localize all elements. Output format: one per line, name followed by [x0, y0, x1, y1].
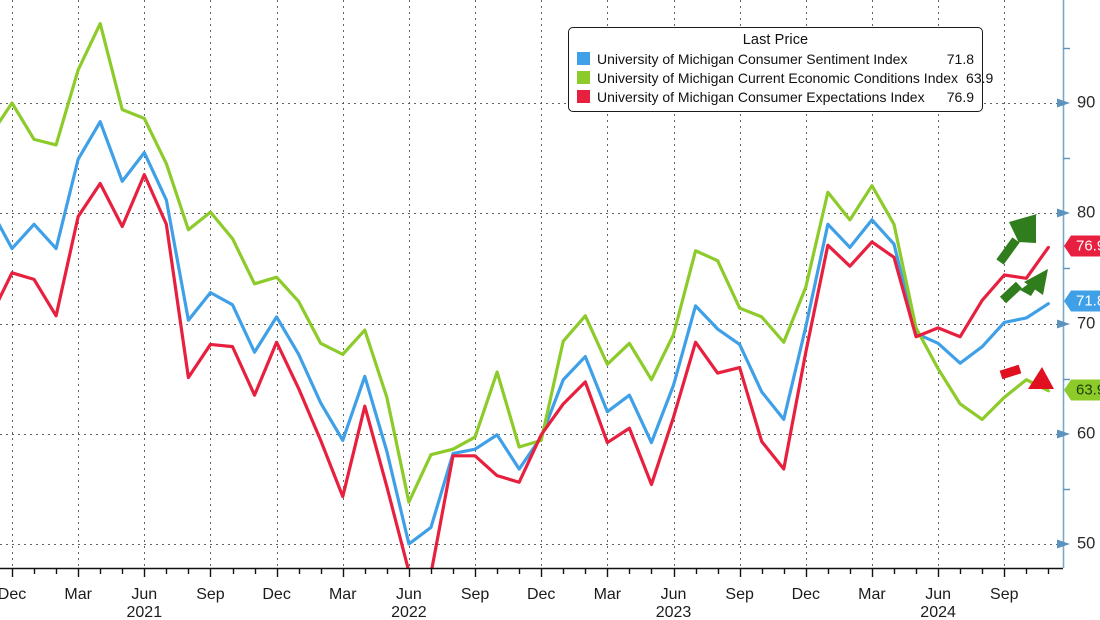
legend-row-current-conditions[interactable]: University of Michigan Current Economic …	[577, 68, 993, 87]
expectations-trend-arrow	[996, 214, 1037, 265]
x-axis-tick-14: Jun	[925, 586, 951, 603]
legend-value-expectations: 76.9	[946, 88, 974, 105]
x-axis-tick-12: Dec	[791, 586, 821, 603]
sentiment-badge: 71.8	[1064, 290, 1100, 312]
legend-label-sentiment: University of Michigan Consumer Sentimen…	[597, 50, 908, 67]
x-axis-tick-15: Sep	[990, 586, 1019, 603]
series-lines	[0, 22, 1050, 568]
x-axis-year-2021: 2021	[126, 604, 163, 620]
y-axis-tick-80: 80	[1077, 203, 1096, 222]
current-conditions-trend-arrow	[999, 364, 1054, 389]
legend-label-expectations: University of Michigan Consumer Expectat…	[597, 88, 925, 105]
legend-rows: University of Michigan Consumer Sentimen…	[577, 49, 993, 106]
legend-row-sentiment[interactable]: University of Michigan Consumer Sentimen…	[577, 49, 974, 68]
y-axis-tick-70: 70	[1077, 314, 1096, 332]
axis-ticks	[11, 47, 1070, 577]
x-axis-tick-2: Jun	[131, 586, 158, 603]
x-axis-tick-10: Jun	[660, 586, 687, 603]
legend-title: Last Price	[742, 32, 809, 48]
x-axis-year-2022: 2022	[391, 604, 427, 620]
x-axis-tick-0: Dec	[0, 586, 27, 603]
legend-value-current-conditions: 63.9	[966, 69, 994, 86]
x-axis-year-2024: 2024	[920, 604, 956, 620]
x-axis-tick-9: Mar	[593, 586, 622, 603]
y-axis-tick-60: 60	[1077, 424, 1096, 443]
x-axis-tick-4: Dec	[262, 586, 291, 603]
sentiment-trend-arrow	[999, 269, 1048, 304]
x-axis-tick-11: Sep	[725, 586, 754, 603]
legend-swatch-sentiment	[577, 52, 590, 65]
expectations-badge: 76.9	[1064, 235, 1100, 257]
x-axis-tick-8: Dec	[526, 586, 556, 603]
x-axis-tick-7: Sep	[460, 586, 490, 603]
legend-label-current-conditions: University of Michigan Current Economic …	[597, 69, 959, 86]
horizontal-gridlines	[0, 103, 1063, 545]
y-axis-tick-90: 90	[1077, 93, 1096, 112]
trend-annotations	[996, 214, 1054, 389]
legend-value-sentiment: 71.8	[946, 50, 974, 67]
axis-lines	[0, 0, 1065, 570]
legend-swatch-expectations	[577, 90, 590, 103]
current-conditions-badge: 63.9	[1064, 379, 1100, 401]
x-axis-tick-5: Mar	[328, 586, 357, 603]
legend-swatch-current-conditions	[577, 71, 590, 84]
x-axis-year-2023: 2023	[655, 604, 692, 620]
legend-row-expectations[interactable]: University of Michigan Consumer Expectat…	[577, 87, 974, 106]
x-axis-tick-6: Jun	[395, 586, 422, 603]
legend-box: Last Price University of Michigan Consum…	[568, 27, 993, 112]
y-axis-tick-50: 50	[1077, 534, 1096, 553]
x-axis-tick-3: Sep	[196, 586, 225, 603]
x-axis-tick-1: Mar	[64, 586, 92, 603]
x-axis-tick-13: Mar	[858, 586, 886, 603]
